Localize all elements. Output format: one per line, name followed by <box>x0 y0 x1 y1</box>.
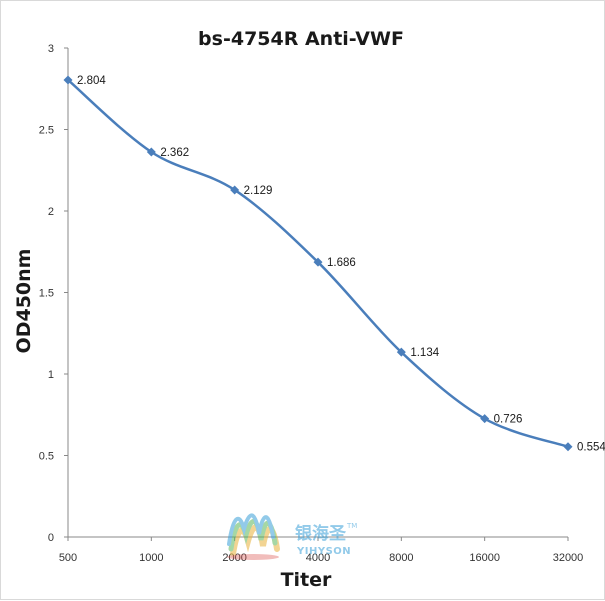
x-tick-label: 16000 <box>469 552 500 564</box>
data-label: 1.134 <box>410 347 439 359</box>
data-label: 0.554 <box>577 442 605 454</box>
x-tick-label: 1000 <box>139 552 163 564</box>
data-point-marker <box>480 414 490 424</box>
data-label: 2.804 <box>77 75 106 87</box>
watermark-logo-icon <box>227 513 280 560</box>
data-markers <box>63 75 573 452</box>
watermark-cn-text: 银海圣 <box>295 523 347 544</box>
y-tick-label: 0 <box>48 532 54 544</box>
y-tick-label: 0.5 <box>39 451 54 463</box>
x-tick-label: 8000 <box>389 552 413 564</box>
y-tick-label: 1.5 <box>39 288 54 300</box>
x-tick-label: 500 <box>59 552 77 564</box>
data-labels: 2.804 2.362 2.129 1.686 1.134 0.726 0.554 <box>77 75 605 454</box>
data-point-marker <box>146 147 156 157</box>
y-tick-labels: 0 0.5 1 1.5 2 2.5 3 <box>39 43 68 544</box>
x-tick-label: 4000 <box>306 552 330 564</box>
chart-title: bs-4754R Anti-VWF <box>198 28 404 50</box>
x-tick-label: 32000 <box>553 552 584 564</box>
data-point-marker <box>396 347 406 357</box>
y-tick-label: 2.5 <box>39 125 54 137</box>
data-label: 2.129 <box>244 185 273 197</box>
data-point-marker <box>63 75 73 85</box>
data-point-marker <box>230 185 240 195</box>
watermark-en-text: YIHYSON <box>296 546 351 557</box>
watermark: 银海圣 TM YIHYSON <box>227 513 357 560</box>
data-label: 0.726 <box>494 414 523 426</box>
x-tick-labels: 500 1000 2000 4000 8000 16000 32000 <box>59 537 583 564</box>
watermark-tm: TM <box>346 522 357 530</box>
y-axis-title: OD450nm <box>13 249 35 354</box>
data-label: 2.362 <box>160 147 189 159</box>
data-point-marker <box>563 442 573 452</box>
data-label: 1.686 <box>327 257 356 269</box>
y-tick-label: 1 <box>48 369 54 381</box>
y-tick-label: 2 <box>48 206 54 218</box>
x-tick-label: 2000 <box>222 552 246 564</box>
data-point-marker <box>313 257 323 267</box>
x-axis-title: Titer <box>281 569 332 591</box>
y-tick-label: 3 <box>48 43 54 55</box>
